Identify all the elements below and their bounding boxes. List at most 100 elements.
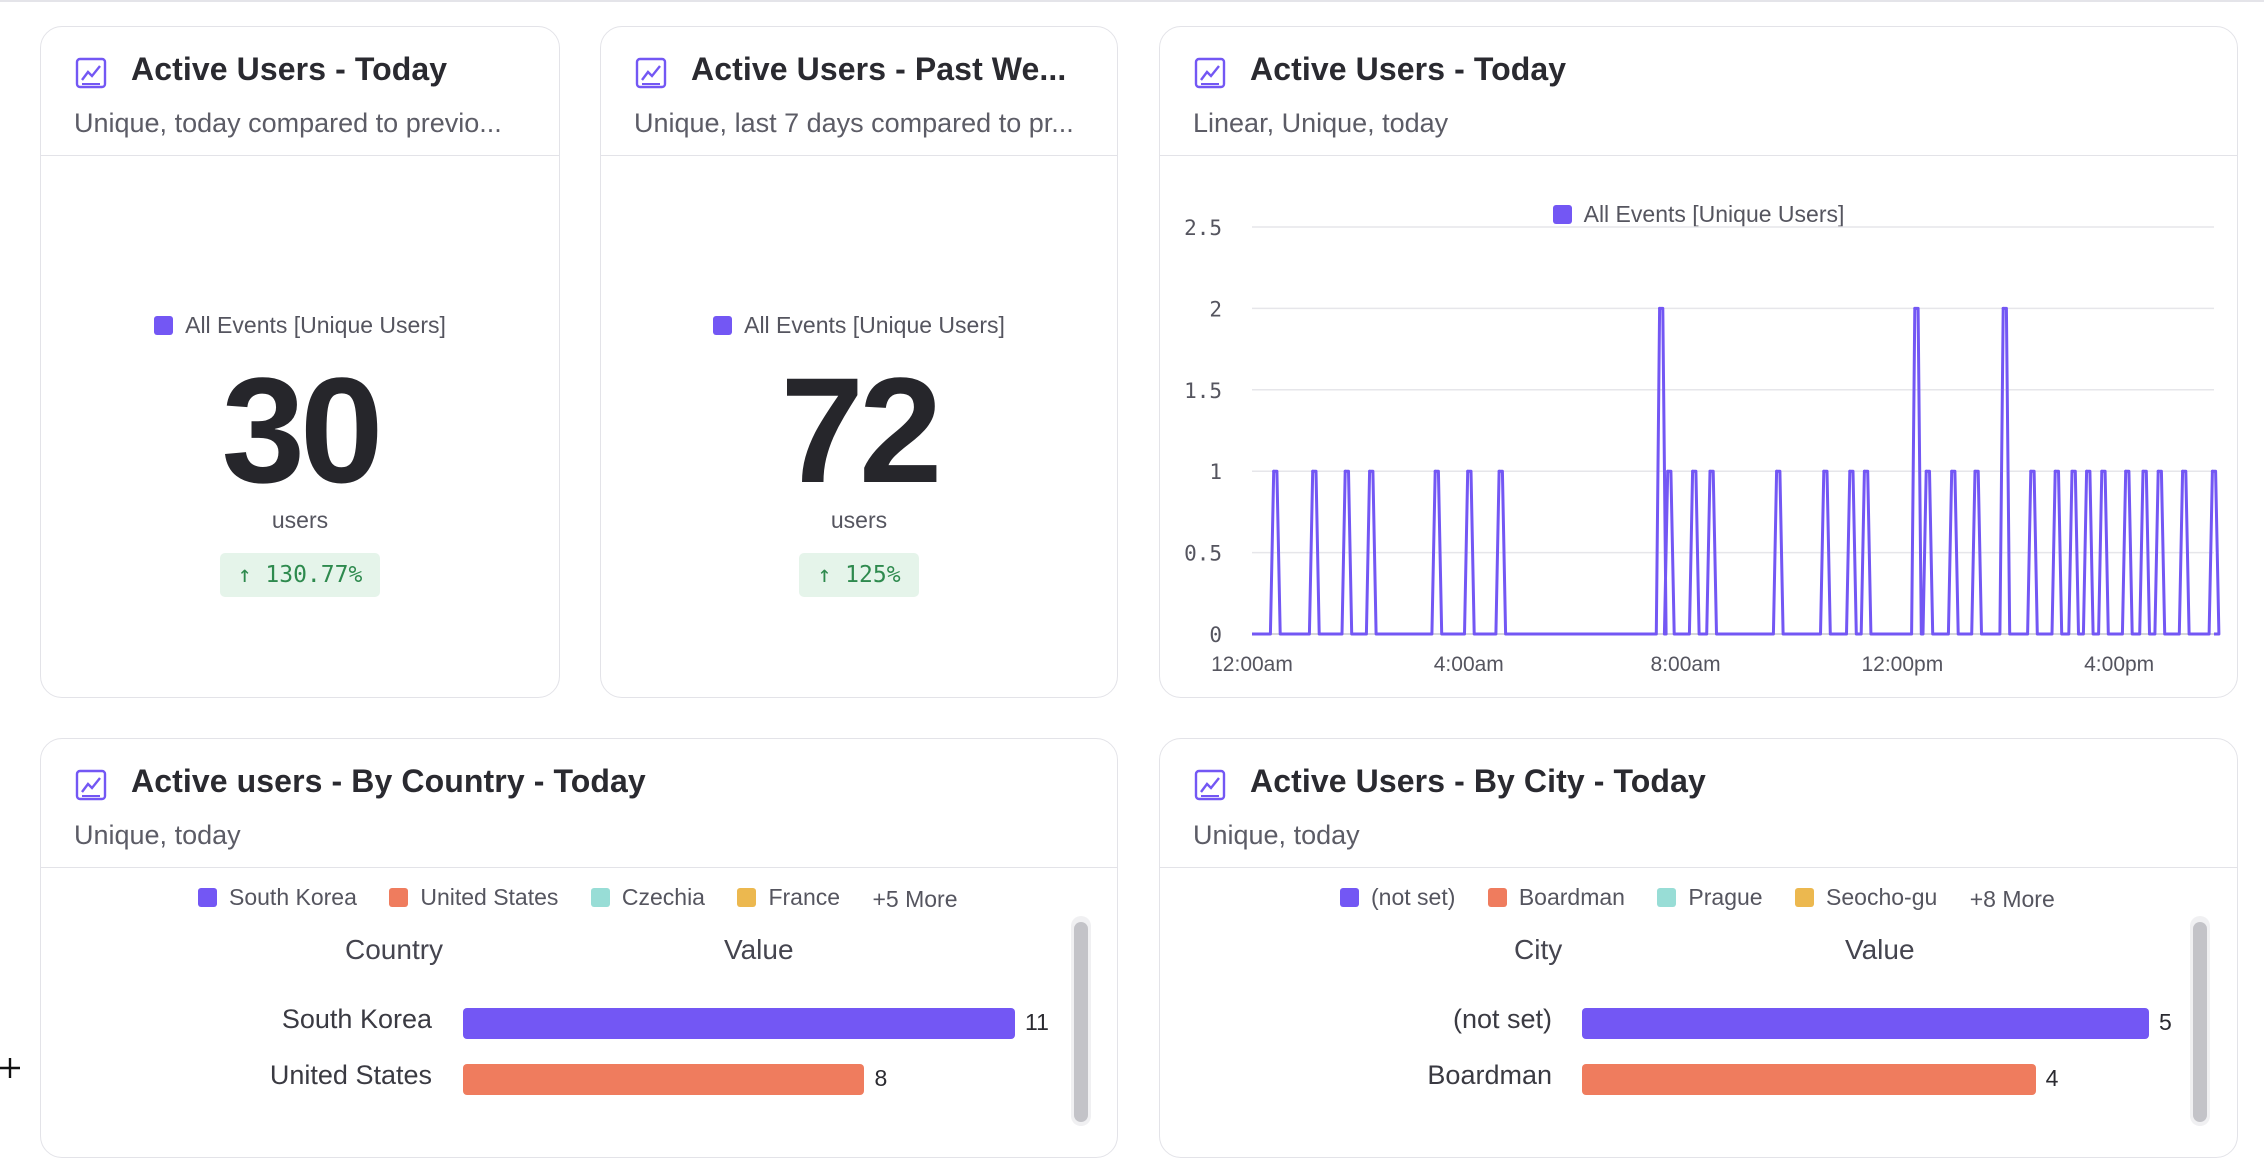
card-subtitle: Unique, today compared to previo...	[74, 108, 502, 138]
legend-item[interactable]: South Korea	[198, 884, 357, 911]
data-point[interactable]	[1691, 469, 1695, 473]
card-active-users-today-line[interactable]: Active Users - Today Linear, Unique, tod…	[1159, 26, 2238, 698]
card-title[interactable]: Active users - By Country - Today	[131, 763, 646, 799]
card-title[interactable]: Active Users - By City - Today	[1250, 763, 1706, 799]
data-point[interactable]	[2029, 469, 2033, 473]
data-point[interactable]	[2156, 469, 2160, 473]
data-point[interactable]	[1368, 469, 1372, 473]
data-point[interactable]	[1272, 469, 1276, 473]
legend-label: Prague	[1688, 884, 1763, 910]
data-point[interactable]	[2181, 469, 2185, 473]
legend-item[interactable]: All Events [Unique Users]	[154, 312, 446, 339]
y-tick-label: 0	[1209, 623, 1222, 647]
data-point[interactable]	[2124, 469, 2128, 473]
scrollbar-thumb[interactable]	[1074, 922, 1088, 1122]
data-point[interactable]	[2085, 469, 2089, 473]
card-active-users-today-kpi[interactable]: Active Users - Today Unique, today compa…	[40, 26, 560, 698]
bar-value-label: 8	[874, 1065, 888, 1091]
data-point[interactable]	[1343, 469, 1347, 473]
y-tick-label: 0.5	[1184, 542, 1222, 566]
scrollbar[interactable]	[1071, 916, 1091, 1126]
data-point[interactable]	[2053, 469, 2057, 473]
legend-item[interactable]: All Events [Unique Users]	[713, 312, 1005, 339]
legend-label: Seocho-gu	[1826, 884, 1938, 910]
legend-more-label: +5 More	[872, 886, 958, 912]
legend-label: France	[768, 884, 841, 910]
legend-more-button[interactable]: +5 More	[872, 886, 957, 913]
bar-category-label: Boardman	[1427, 1060, 1552, 1090]
data-point[interactable]	[1913, 306, 1917, 310]
legend-item[interactable]: Czechia	[590, 884, 705, 911]
data-point[interactable]	[2210, 469, 2214, 473]
card-subtitle: Unique, last 7 days compared to pr...	[634, 108, 1074, 138]
bar[interactable]	[463, 1008, 1015, 1039]
legend-label: Czechia	[621, 884, 705, 910]
data-point[interactable]	[1848, 469, 1852, 473]
card-active-users-past-week-kpi[interactable]: Active Users - Past We... Unique, last 7…	[600, 26, 1118, 698]
legend-item[interactable]: (not set)	[1340, 884, 1455, 911]
data-point[interactable]	[1311, 469, 1315, 473]
card-title[interactable]: Active Users - Today	[131, 51, 448, 87]
bar-category-label: (not set)	[1452, 1004, 1552, 1034]
legend-item[interactable]: Boardman	[1487, 884, 1625, 911]
legend: All Events [Unique Users]	[601, 312, 1117, 340]
legend-label: Boardman	[1518, 884, 1625, 910]
kpi-value: 72	[780, 346, 943, 514]
data-point[interactable]	[2001, 306, 2005, 310]
legend-more-label: +8 More	[1969, 886, 2055, 912]
legend-item[interactable]: All Events [Unique Users]	[1552, 201, 1844, 228]
line-chart[interactable]: 0 0.5 1 1.5 2 2.5 12:00am 4:00am 8:00am 12:00pm 4:…	[1160, 27, 2238, 698]
column-header-value[interactable]: Value	[724, 934, 794, 965]
data-point[interactable]	[1950, 469, 1954, 473]
kpi-delta-badge: ↑ 125%	[799, 553, 919, 597]
column-header-city[interactable]: City	[1514, 934, 1563, 965]
legend-swatch	[1795, 888, 1815, 907]
card-subtitle: Unique, today	[74, 820, 241, 850]
bar[interactable]	[1582, 1008, 2149, 1039]
scrollbar-thumb[interactable]	[2193, 922, 2207, 1122]
y-tick-label: 2.5	[1184, 216, 1222, 240]
data-point[interactable]	[1708, 469, 1712, 473]
legend-more-button[interactable]: +8 More	[1970, 886, 2055, 913]
legend: All Events [Unique Users]	[1160, 201, 2237, 229]
city-legend: (not set) Boardman Prague Seocho-gu +8 M…	[1340, 884, 2083, 913]
card-title[interactable]: Active Users - Past We...	[691, 51, 1067, 87]
legend-swatch	[1487, 888, 1507, 907]
series-line[interactable]	[1252, 306, 2221, 636]
data-point[interactable]	[1466, 469, 1470, 473]
legend-item[interactable]: France	[737, 884, 840, 911]
bar[interactable]	[463, 1064, 865, 1095]
data-point[interactable]	[2070, 469, 2074, 473]
card-active-users-by-city[interactable]: Active Users - By City - Today Unique, t…	[1159, 738, 2238, 1158]
data-point[interactable]	[1497, 469, 1501, 473]
legend-item[interactable]: Seocho-gu	[1795, 884, 1937, 911]
card-active-users-by-country[interactable]: Active users - By Country - Today Unique…	[40, 738, 1118, 1158]
data-point[interactable]	[1666, 469, 1670, 473]
card-subtitle: Unique, today	[1193, 820, 1360, 850]
data-point[interactable]	[1822, 469, 1826, 473]
data-point[interactable]	[1862, 469, 1866, 473]
bar[interactable]	[1582, 1064, 2036, 1095]
kpi-value: 30	[221, 346, 384, 514]
data-point[interactable]	[1924, 469, 1928, 473]
column-header-country[interactable]: Country	[345, 934, 444, 965]
card-header: Active Users - By City - Today Unique, t…	[1160, 739, 2237, 868]
scrollbar[interactable]	[2190, 916, 2210, 1126]
legend-swatch	[713, 316, 733, 335]
data-point[interactable]	[1658, 306, 1662, 310]
column-header-value[interactable]: Value	[1845, 934, 1915, 965]
line-chart-icon	[75, 769, 107, 801]
line-chart-icon	[635, 57, 667, 89]
line-chart-icon	[75, 57, 107, 89]
data-point[interactable]	[1433, 469, 1437, 473]
top-divider	[0, 0, 2264, 2]
data-point[interactable]	[2100, 469, 2104, 473]
data-point[interactable]	[1973, 469, 1977, 473]
legend-item[interactable]: United States	[389, 884, 558, 911]
legend-swatch	[590, 888, 610, 907]
data-point[interactable]	[1775, 469, 1779, 473]
legend-swatch	[737, 888, 757, 907]
legend-item[interactable]: Prague	[1657, 884, 1763, 911]
data-point[interactable]	[2141, 469, 2145, 473]
card-header: Active Users - Today Unique, today compa…	[41, 27, 559, 156]
